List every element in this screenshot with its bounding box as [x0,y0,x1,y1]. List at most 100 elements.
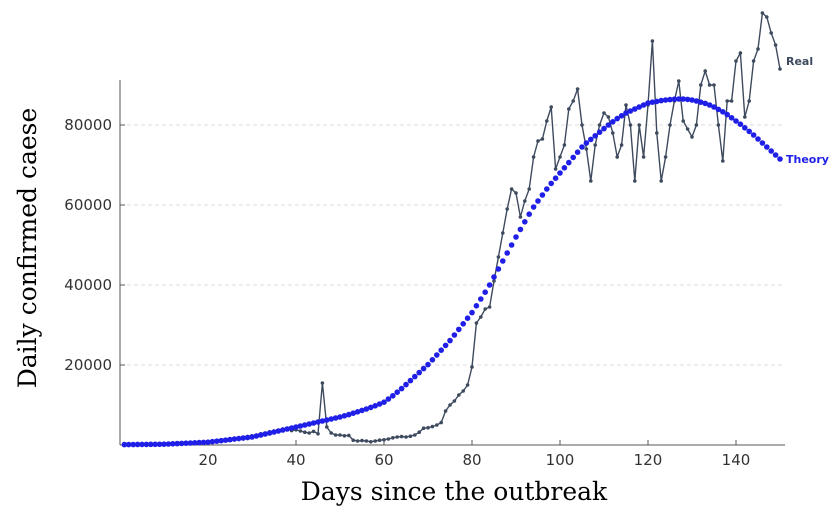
data-point [561,165,568,171]
data-point [258,432,264,438]
data-point [430,424,435,429]
data-point [439,420,444,425]
data-point [249,434,255,440]
data-point [593,143,597,147]
data-point [557,170,563,176]
data-point [324,417,330,423]
data-point [218,437,224,444]
data-point [325,425,329,429]
data-point [479,315,483,319]
data-point [284,426,291,432]
data-point [222,437,229,443]
data-point [452,399,457,403]
data-point [553,167,558,171]
data-point [583,140,590,146]
data-point [615,155,619,159]
x-tick-label: 60 [374,451,393,469]
data-point [640,102,647,108]
data-point [765,15,769,19]
data-point [351,438,356,443]
data-point [487,305,492,309]
data-point [689,97,695,103]
data-point [694,123,699,127]
data-point [611,131,615,135]
data-point [360,438,364,443]
data-point [486,282,493,288]
data-point [659,179,663,183]
x-tick-label: 40 [286,451,305,469]
data-point [579,144,585,150]
data-point [637,123,641,127]
data-point [522,219,528,225]
data-point [501,231,505,235]
data-point [654,98,660,105]
data-point [386,437,391,441]
data-point [649,99,656,105]
data-point [319,418,326,424]
data-point [333,433,338,437]
data-point [567,107,571,111]
y-tick-label: 40000 [64,276,112,294]
data-point [404,435,408,439]
data-point [492,279,496,283]
data-point [574,149,581,155]
data-point [734,59,738,63]
data-point [288,425,295,431]
data-point [571,99,575,103]
x-tick-label: 120 [634,451,663,469]
data-point [394,389,401,396]
data-point [399,434,404,439]
data-point [421,426,426,431]
data-point [707,83,712,87]
data-point [517,226,524,233]
data-point [773,43,778,47]
data-point [588,136,594,143]
data-point [275,428,282,434]
data-point [580,123,584,127]
data-point [677,79,681,83]
data-point [403,381,409,388]
data-point [706,102,713,108]
data-point [161,441,167,448]
data-point [681,119,685,123]
data-point [271,429,277,435]
data-point [655,131,659,135]
data-point [187,440,194,446]
data-point [606,115,611,119]
data-point [632,106,638,112]
data-point [126,441,132,448]
data-point [703,69,707,73]
data-point [303,430,307,435]
data-point [478,296,484,302]
data-point [693,98,700,104]
data-point [589,179,593,183]
data-point [562,143,567,147]
data-point [342,434,347,438]
data-point [483,307,488,311]
data-point [134,441,141,448]
data-point [170,441,176,447]
data-point [750,132,757,138]
data-point [178,440,185,447]
data-point [364,439,369,443]
data-point [347,433,351,438]
data-point [310,420,317,426]
data-point [373,439,378,443]
data-point [346,411,352,418]
data-point [152,441,158,448]
data-point [407,377,414,384]
data-point [650,39,655,43]
data-point [280,427,286,433]
data-point [508,242,515,248]
data-point [413,433,417,437]
data-point [645,100,651,106]
data-point [526,211,532,217]
data-point [443,409,448,413]
data-point [747,99,751,103]
data-point [777,156,783,162]
data-point [699,83,703,87]
data-point [627,108,634,114]
data-point [527,187,531,191]
data-point [359,407,365,414]
data-point [474,321,479,325]
